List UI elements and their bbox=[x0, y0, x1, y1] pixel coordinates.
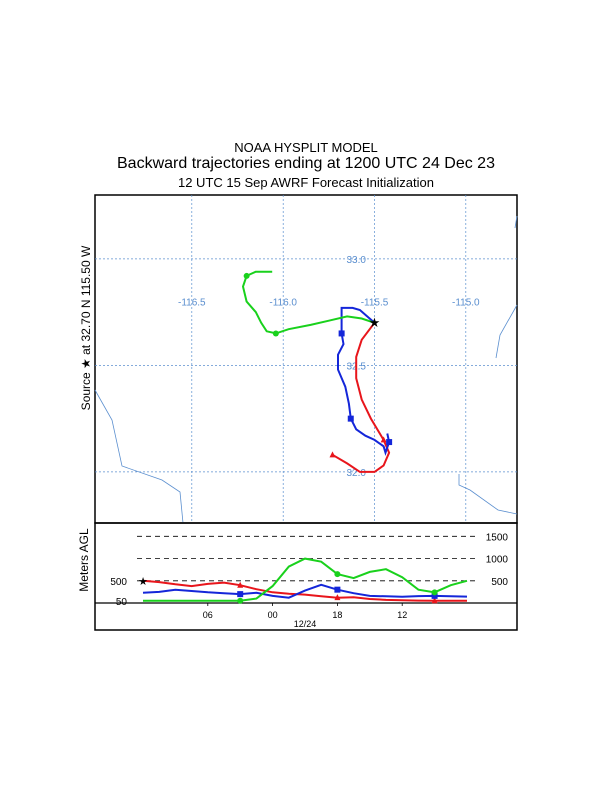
height-panel: 1500 1000 500 ★ 06 00 18 12 12/24 500 50 Mete… bbox=[77, 522, 518, 631]
height-source-star-icon: ★ bbox=[138, 576, 148, 588]
red-height-marker bbox=[334, 594, 341, 601]
green-trajectory-marker bbox=[272, 330, 279, 337]
lat-grid-label: 33.0 bbox=[347, 255, 367, 266]
blue-trajectory-marker bbox=[338, 330, 345, 337]
green-height-marker bbox=[431, 589, 438, 596]
height-trajectories: ★ bbox=[138, 557, 468, 604]
height-reference-levels: 1500 1000 500 bbox=[137, 532, 508, 588]
blue-height-line bbox=[142, 583, 468, 599]
height-frame bbox=[94, 522, 518, 631]
y-tick-500: 500 bbox=[110, 577, 127, 588]
boundary-line bbox=[458, 474, 518, 515]
blue-height-marker bbox=[334, 586, 341, 593]
ref-level-label: 500 bbox=[491, 577, 508, 588]
blue-trajectory-marker bbox=[347, 415, 354, 422]
map-grid: -116.5 -116.0 -115.5 -115.033.032.532.0 bbox=[95, 195, 517, 523]
lon-grid-label: -116.5 bbox=[178, 297, 206, 308]
blue-height-marker bbox=[237, 591, 244, 598]
map-boundaries bbox=[94, 215, 518, 524]
green-trajectory-line bbox=[241, 270, 375, 335]
x-date-label: 12/24 bbox=[294, 619, 317, 629]
boundary-line bbox=[495, 304, 518, 359]
ref-level-label: 1500 bbox=[486, 532, 509, 543]
x-tick-label: 12 bbox=[397, 610, 407, 620]
x-tick-label: 18 bbox=[332, 610, 342, 620]
lat-grid-label: 32.0 bbox=[347, 468, 367, 479]
x-tick-label: 06 bbox=[203, 610, 213, 620]
map-panel: -116.5 -116.0 -115.5 -115.033.032.532.0 ★ S… bbox=[79, 194, 518, 524]
height-x-ticks: 06 00 18 12 bbox=[203, 603, 407, 620]
model-name: NOAA HYSPLIT MODEL bbox=[234, 140, 378, 155]
green-height-marker bbox=[334, 571, 341, 578]
green-trajectory-marker bbox=[243, 272, 250, 279]
y-tick-50: 50 bbox=[116, 597, 128, 608]
red-height-marker bbox=[237, 581, 244, 588]
red-height-marker bbox=[431, 597, 438, 604]
boundary-line bbox=[514, 215, 518, 229]
blue-trajectory-line bbox=[337, 306, 391, 456]
boundary-line bbox=[94, 389, 184, 524]
chart-title: Backward trajectories ending at 1200 UTC… bbox=[117, 155, 495, 172]
map-trajectories bbox=[241, 270, 393, 473]
red-height-line bbox=[142, 579, 467, 602]
lon-grid-label: -115.0 bbox=[452, 297, 480, 308]
green-height-line bbox=[143, 557, 468, 602]
red-trajectory-marker bbox=[329, 451, 336, 458]
ref-level-label: 1000 bbox=[486, 555, 509, 566]
map-y-axis-label: Source ★ at 32.70 N 115.50 W bbox=[79, 245, 93, 410]
lon-grid-label: -116.0 bbox=[269, 297, 297, 308]
green-height-marker bbox=[237, 597, 244, 604]
blue-height-marker bbox=[431, 592, 438, 599]
blue-trajectory-marker bbox=[386, 439, 393, 446]
map-frame bbox=[94, 194, 518, 524]
red-trajectory-line bbox=[331, 322, 391, 473]
x-tick-label: 00 bbox=[268, 610, 278, 620]
lon-grid-label: -115.5 bbox=[361, 297, 389, 308]
source-star-icon: ★ bbox=[369, 315, 381, 330]
chart-subtitle: 12 UTC 15 Sep AWRF Forecast Initializati… bbox=[177, 175, 434, 190]
height-y-axis-label: Meters AGL bbox=[77, 528, 91, 592]
red-trajectory-marker bbox=[380, 436, 387, 443]
